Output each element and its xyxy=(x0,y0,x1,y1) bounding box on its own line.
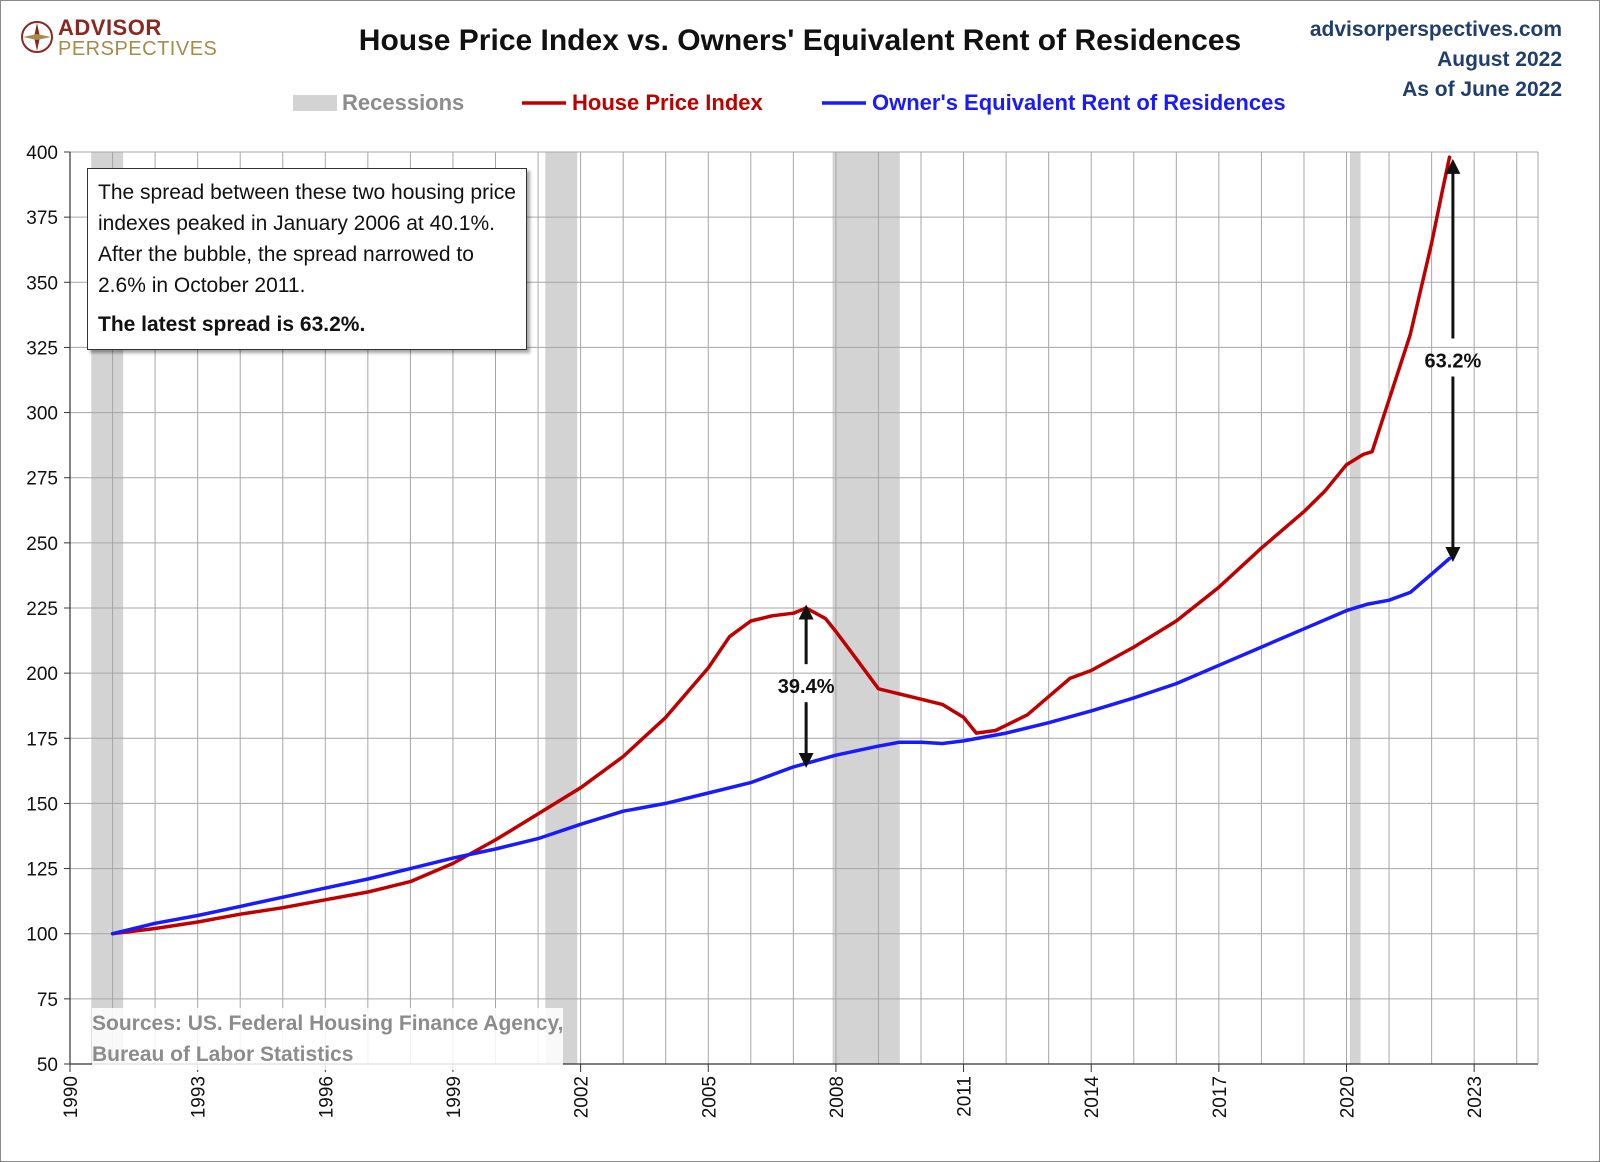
x-tick-label: 1999 xyxy=(444,1076,465,1118)
x-tick-label: 1993 xyxy=(189,1076,210,1118)
compass-logo-icon xyxy=(21,21,53,53)
note-bold-text: The latest spread is 63.2%. xyxy=(98,313,366,336)
legend-swatch-recessions xyxy=(293,95,337,111)
annotation-note-box: The spread between these two housing pri… xyxy=(87,168,527,350)
legend-swatches xyxy=(293,95,866,111)
x-tick-label: 1990 xyxy=(61,1076,82,1118)
y-tick-label: 150 xyxy=(26,794,58,815)
sources-line-1: Sources: US. Federal Housing Finance Age… xyxy=(92,1012,564,1035)
note-text: The spread between these two housing pri… xyxy=(98,181,516,297)
y-tick-label: 75 xyxy=(37,990,58,1011)
y-tick-label: 50 xyxy=(37,1055,58,1076)
logo-text-advisor: ADVISOR xyxy=(58,15,162,40)
x-tick-label: 2020 xyxy=(1338,1076,1359,1118)
x-tick-label: 2017 xyxy=(1210,1076,1231,1118)
chart-title: House Price Index vs. Owners' Equivalent… xyxy=(358,24,1242,57)
y-tick-label: 350 xyxy=(26,273,58,294)
y-tick-label: 200 xyxy=(26,664,58,685)
y-tick-label: 275 xyxy=(26,469,58,490)
publish-date: August 2022 xyxy=(1437,48,1562,71)
x-tick-label: 2014 xyxy=(1082,1076,1103,1119)
series-line-oer xyxy=(110,556,1452,936)
sources-line-2: Bureau of Labor Statistics xyxy=(92,1043,354,1066)
y-tick-label: 325 xyxy=(26,338,58,359)
x-tick-label: 2011 xyxy=(955,1076,976,1117)
annotations: 39.4% 63.2% xyxy=(778,158,1482,768)
legend-oer: Owner's Equivalent Rent of Residences xyxy=(872,90,1286,115)
source-site: advisorperspectives.com xyxy=(1309,18,1562,41)
y-tick-label: 100 xyxy=(26,925,58,946)
x-tick-label: 2002 xyxy=(572,1076,593,1118)
y-tick-label: 375 xyxy=(26,208,58,229)
as-of-date: As of June 2022 xyxy=(1402,78,1562,101)
data-series xyxy=(110,155,1452,936)
legend-recessions: Recessions xyxy=(342,90,465,115)
x-tick-label: 2008 xyxy=(827,1076,848,1118)
axes: 50 75 100 125 150 175 200 225 250 275 300 325 350 375… xyxy=(26,143,1539,1119)
x-tick-label: 1996 xyxy=(316,1076,337,1118)
spread-label: 39.4% xyxy=(778,676,835,698)
x-tick-label: 2005 xyxy=(699,1076,720,1118)
logo-text-perspectives: PERSPECTIVES xyxy=(58,38,218,60)
y-tick-label: 400 xyxy=(26,143,58,164)
y-tick-label: 225 xyxy=(26,599,58,620)
sources-note: Sources: US. Federal Housing Finance Age… xyxy=(92,1008,564,1070)
y-tick-label: 175 xyxy=(26,729,58,750)
y-tick-label: 250 xyxy=(26,534,58,555)
spread-label: 63.2% xyxy=(1425,350,1482,372)
y-tick-label: 125 xyxy=(26,860,58,881)
y-tick-label: 300 xyxy=(26,404,58,425)
x-tick-label: 2023 xyxy=(1465,1076,1486,1118)
series-line-hpi xyxy=(110,155,1452,936)
legend-hpi: House Price Index xyxy=(572,90,763,115)
